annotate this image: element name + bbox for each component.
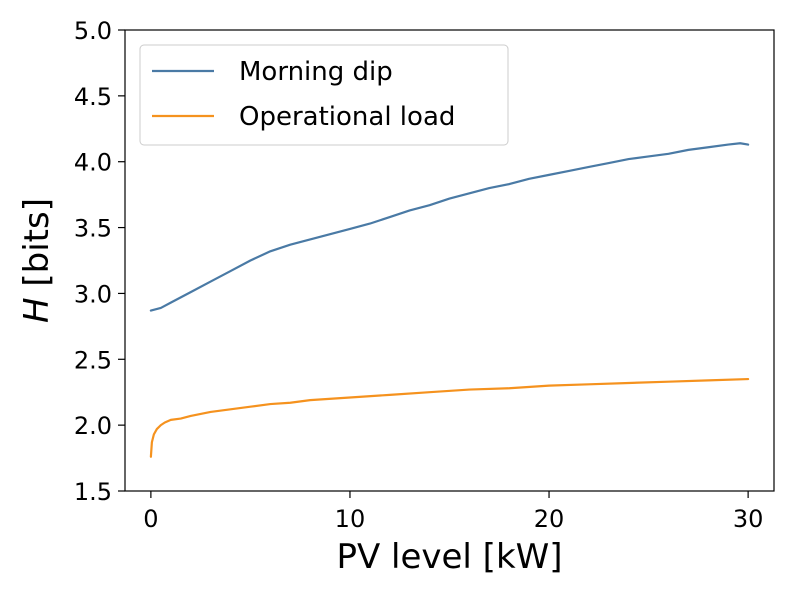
y-tick-label: 5.0 (74, 17, 112, 45)
y-axis-label-symbol: H (17, 297, 57, 323)
x-axis-ticks: 0 10 20 30 (143, 491, 763, 533)
y-tick-label: 4.0 (74, 149, 112, 177)
plot-lines (149, 142, 750, 458)
x-tick-label: 0 (143, 505, 158, 533)
legend-box (139, 44, 509, 146)
series-line-0 (149, 142, 750, 312)
legend-label-0: Morning dip (239, 57, 393, 87)
x-tick-label: 20 (534, 505, 565, 533)
y-axis-label: H [bits] (17, 198, 57, 323)
plot-frame (124, 29, 775, 492)
y-tick-label: 1.5 (74, 478, 112, 506)
y-tick-label: 2.0 (74, 412, 112, 440)
legend-label-1: Operational load (239, 102, 455, 132)
y-tick-label: 3.0 (74, 280, 112, 308)
series-line-1 (149, 377, 750, 458)
x-tick-label: 30 (733, 505, 764, 533)
legend: Morning dip Operational load (139, 44, 509, 146)
y-axis-label-unit: [bits] (17, 198, 57, 297)
y-axis-ticks: 1.5 2.0 2.5 3.0 3.5 4.0 4.5 5.0 (74, 17, 125, 506)
y-tick-label: 4.5 (74, 83, 112, 111)
x-axis-label: PV level [kW] (336, 537, 562, 577)
y-tick-label: 3.5 (74, 215, 112, 243)
x-tick-label: 10 (335, 505, 366, 533)
y-tick-label: 2.5 (74, 346, 112, 374)
